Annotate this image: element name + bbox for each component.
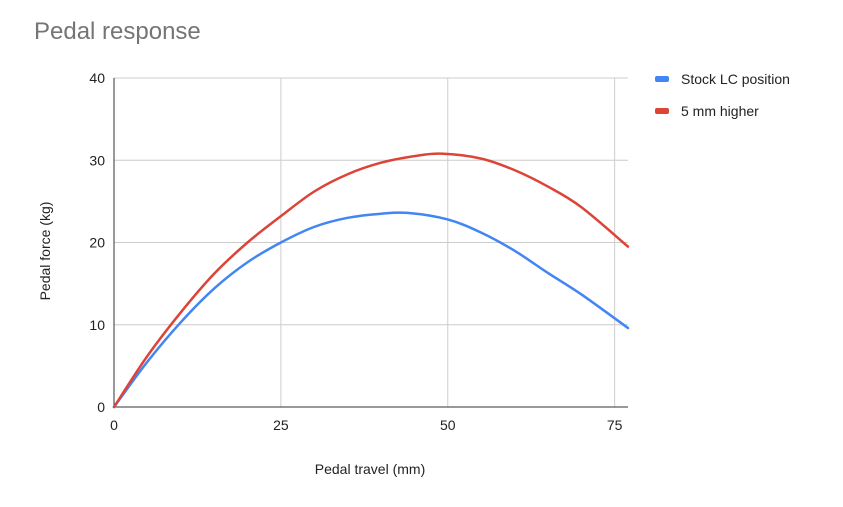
legend-label-2: 5 mm higher [681,103,759,119]
x-tick-label: 75 [607,417,623,433]
y-tick-label: 20 [89,235,105,251]
legend-swatch-1 [655,76,669,82]
y-tick-label: 30 [89,152,105,168]
axes [113,78,628,408]
x-tick-label: 0 [110,417,118,433]
x-tick-label: 50 [440,417,456,433]
legend-label-1: Stock LC position [681,71,790,87]
series-line-1 [112,211,630,409]
series-line-2 [112,152,630,409]
legend-swatch-2 [655,108,669,114]
y-tick-label: 10 [89,317,105,333]
chart-title: Pedal response [34,18,201,45]
y-tick-label: 0 [97,399,105,415]
legend: Stock LC position 5 mm higher [655,71,790,119]
y-axis-title: Pedal force (kg) [37,202,53,301]
y-tick-label: 40 [89,70,105,86]
x-axis-title: Pedal travel (mm) [315,461,425,477]
tick-labels: 0 10 20 30 40 0 25 50 75 [89,70,622,433]
series-lines [112,152,630,409]
x-tick-label: 25 [273,417,289,433]
gridlines [114,77,628,407]
